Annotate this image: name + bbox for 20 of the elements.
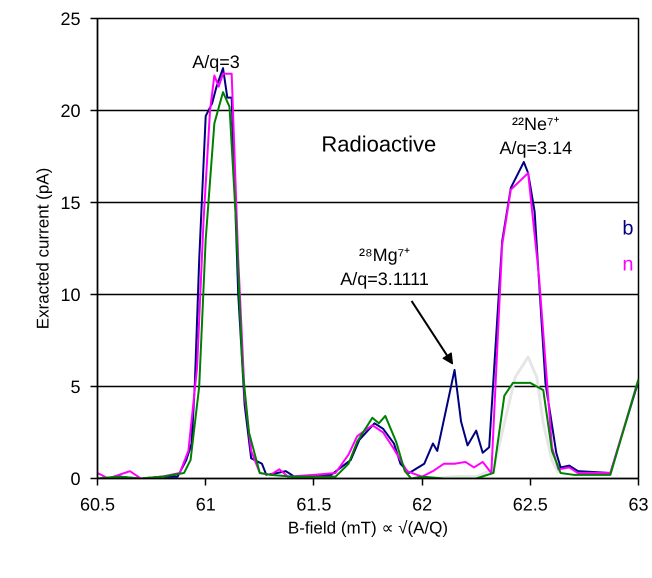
text: b (622, 217, 634, 240)
y-tick-label: 5 (70, 377, 81, 397)
y-tick-label: 15 (60, 193, 81, 213)
text: n (622, 253, 634, 276)
annotation: Radioactive (321, 132, 436, 156)
y-tick-label: 20 (60, 101, 81, 121)
annotation: ²²Ne⁷⁺ A/q=3.14 (500, 114, 572, 158)
x-tick-label: 60.5 (80, 494, 116, 514)
x-tick-label: 63 (628, 494, 649, 514)
y-tick-label: 0 (70, 469, 81, 489)
x-tick-label: 61 (196, 494, 216, 514)
y-tick-label: 10 (60, 285, 81, 305)
annotation: ²⁸Mg⁷⁺ A/q=3.1111 (340, 244, 429, 289)
y-axis-title: Exracted current (pA) (33, 168, 52, 330)
x-tick-label: 62.5 (512, 494, 548, 514)
y-tick-label: 25 (60, 9, 81, 29)
annotation: A/q=3 (192, 52, 240, 72)
x-axis-title: B-field (mT) ∝ √(A/Q) (288, 518, 448, 538)
x-tick-label: 62 (412, 494, 432, 514)
x-tick-label: 61.5 (296, 494, 332, 514)
